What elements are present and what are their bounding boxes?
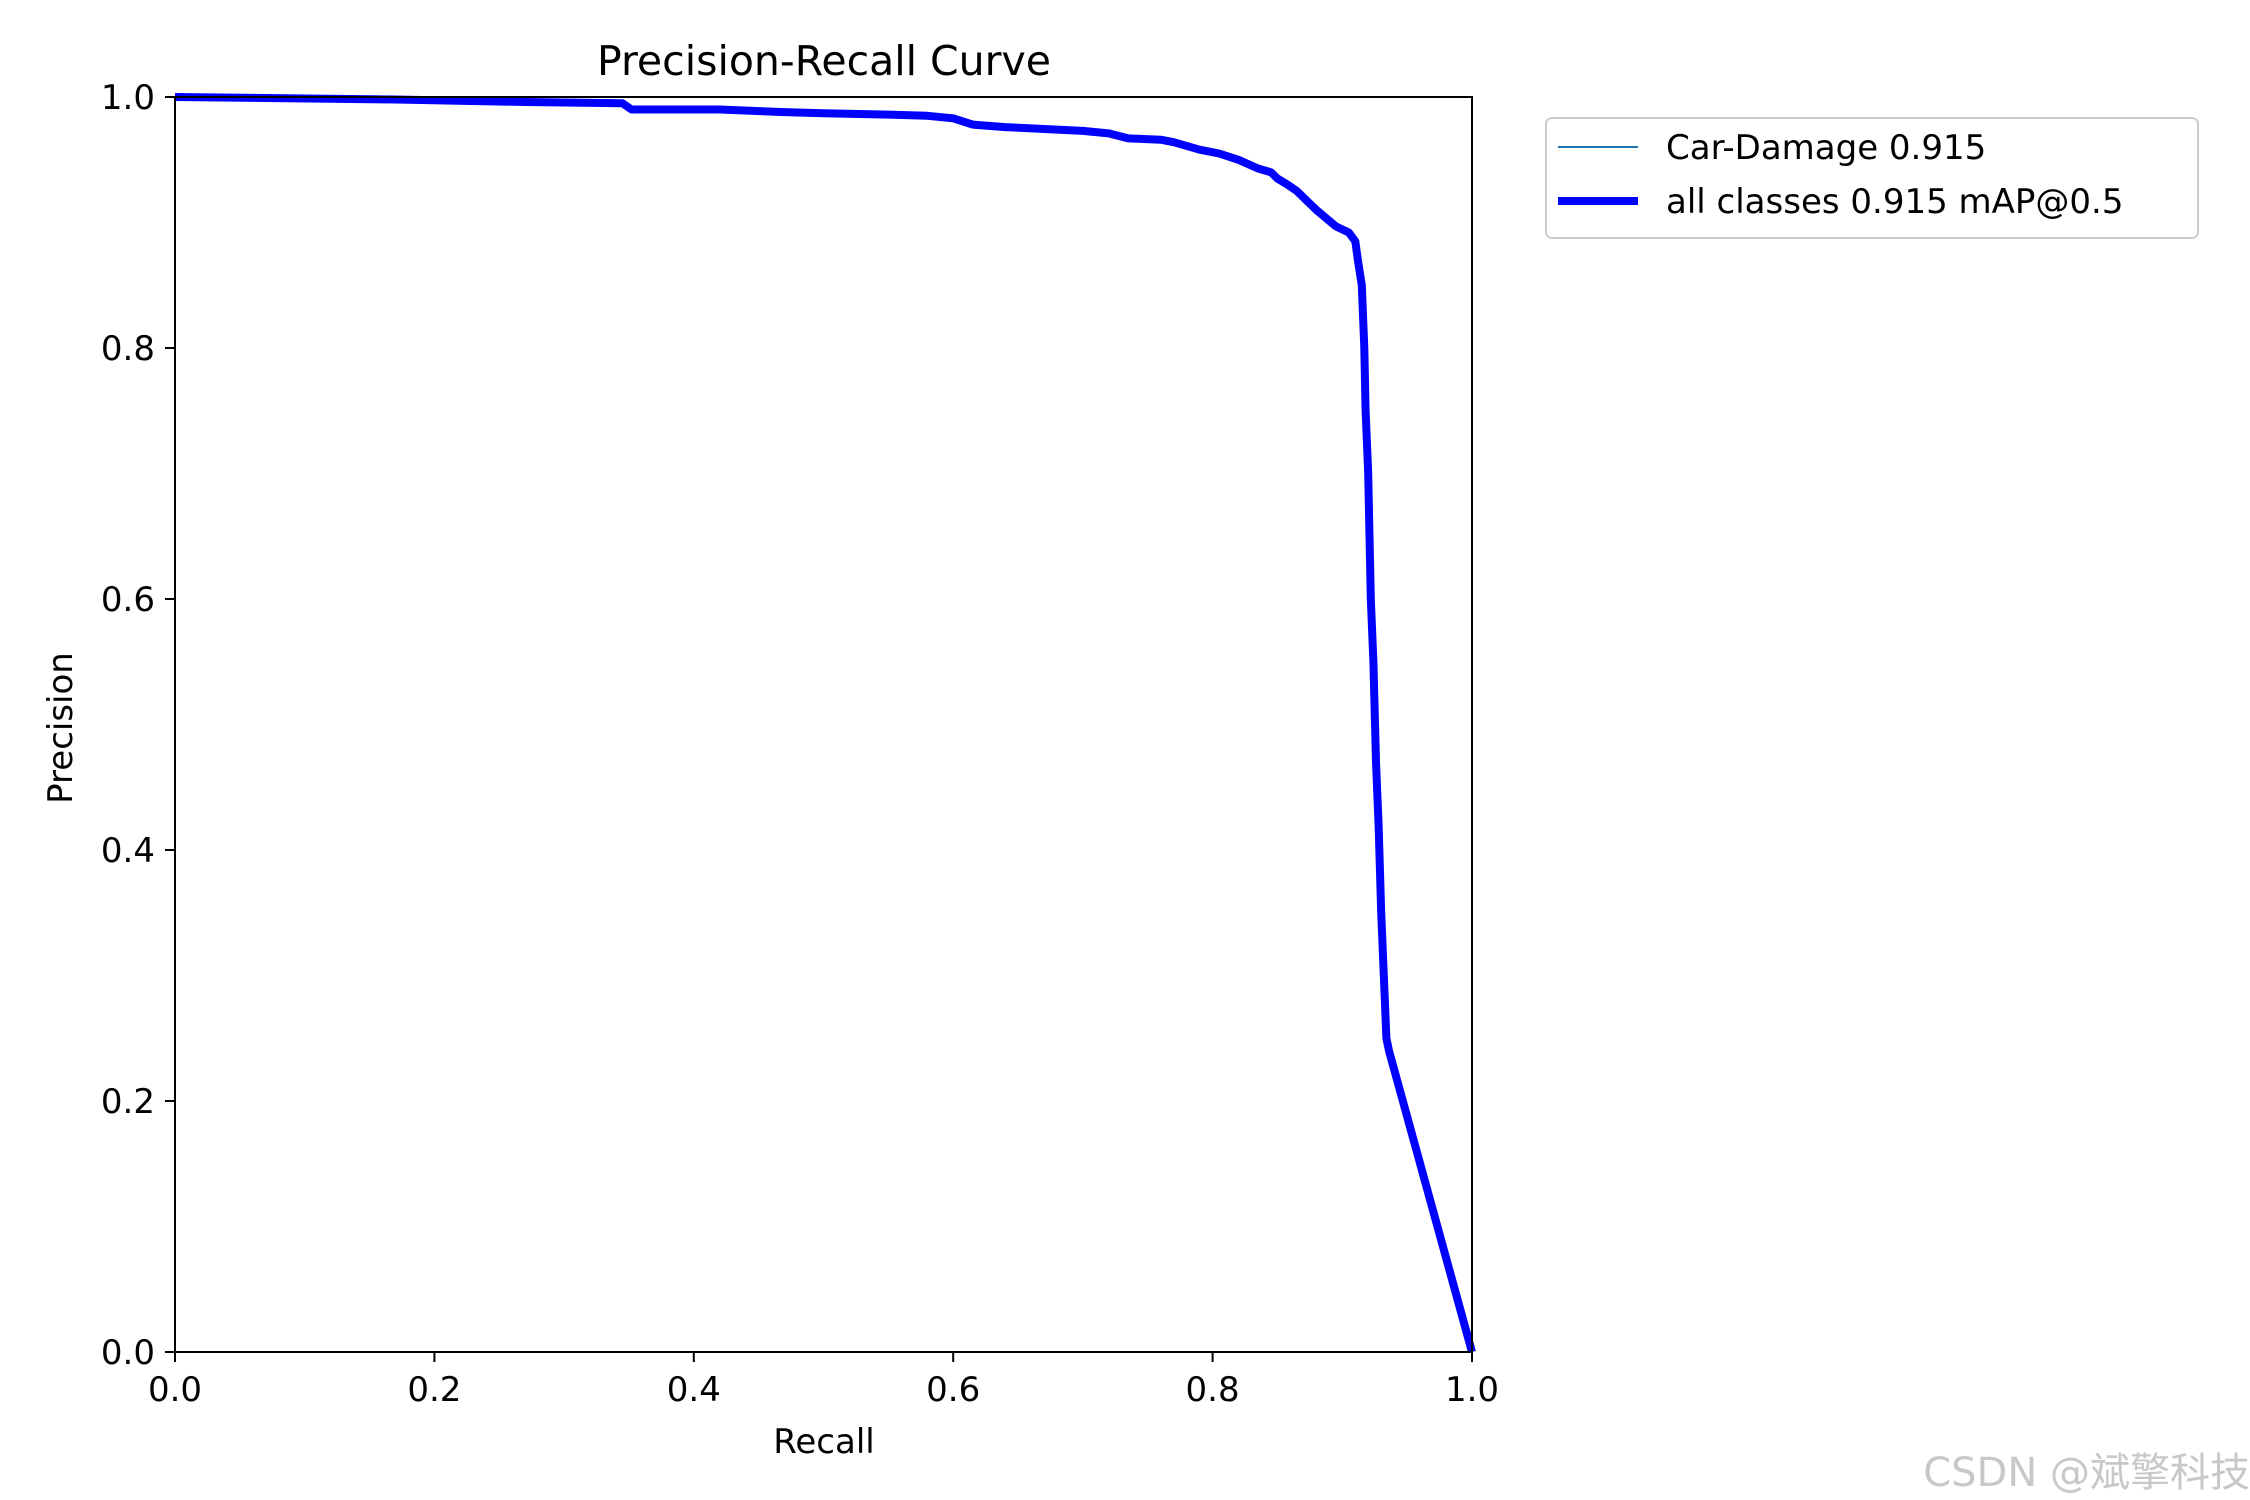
- watermark: CSDN @斌擎科技: [1923, 1450, 2250, 1496]
- series-line-0: [174, 96, 1473, 1353]
- x-axis-label: Recall: [773, 1422, 874, 1462]
- y-axis-label: Precision: [41, 652, 81, 804]
- x-axis: 0.0 0.2 0.4 0.6 0.8 1.0: [148, 1352, 1499, 1410]
- y-tick-label: 0.8: [101, 329, 155, 369]
- plot-frame: [174, 96, 1473, 1353]
- x-tick-label: 0.0: [148, 1370, 202, 1410]
- y-axis: 0.0 0.2 0.4 0.6 0.8 1.0: [101, 78, 175, 1373]
- legend-box: [1545, 117, 2199, 239]
- y-tick-label: 1.0: [101, 78, 155, 118]
- chart-title: Precision-Recall Curve: [597, 37, 1051, 85]
- y-tick-label: 0.0: [101, 1333, 155, 1373]
- legend-label-all-classes: all classes 0.915 mAP@0.5: [1666, 182, 2123, 222]
- legend-label-car-damage: Car-Damage 0.915: [1666, 128, 1986, 168]
- y-tick-label: 0.2: [101, 1082, 155, 1122]
- x-tick-label: 0.6: [926, 1370, 980, 1410]
- series-line-1: [174, 93, 1476, 1354]
- y-tick-label: 0.6: [101, 580, 155, 620]
- x-tick-label: 0.4: [667, 1370, 721, 1410]
- x-tick-label: 0.8: [1186, 1370, 1240, 1410]
- x-tick-label: 1.0: [1445, 1370, 1499, 1410]
- plot-area: [174, 93, 1476, 1354]
- legend: Car-Damage 0.915 all classes 0.915 mAP@0…: [1545, 117, 2199, 239]
- y-tick-label: 0.4: [101, 831, 155, 871]
- x-tick-label: 0.2: [407, 1370, 461, 1410]
